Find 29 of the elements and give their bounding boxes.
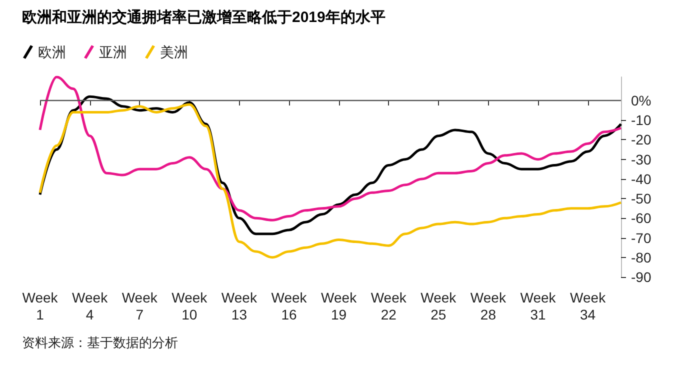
- y-tick-label: -90: [631, 269, 652, 285]
- x-tick-label: Week 4: [72, 290, 109, 322]
- y-tick-label: -70: [631, 230, 652, 246]
- y-tick-label: -60: [631, 210, 652, 226]
- x-tick-label: Week 10: [172, 290, 208, 322]
- text: 资料来源：基于数据的分析: [22, 334, 178, 352]
- y-tick-label: -30: [631, 151, 652, 168]
- legend-label: 美洲: [160, 44, 188, 60]
- x-tick-label: Week 22: [370, 290, 408, 322]
- x-tick-label: Week 28: [470, 290, 507, 322]
- line-series: [38, 76, 622, 222]
- x-tick-label: Week 16: [271, 290, 308, 322]
- x-tick-label: Week 25: [420, 290, 458, 322]
- legend-label: 欧洲: [38, 44, 66, 60]
- y-tick-label: -80: [631, 249, 652, 266]
- x-tick-label: Week 1: [22, 290, 59, 322]
- y-tick-label: -40: [631, 170, 652, 187]
- x-tick-label: Week 31: [520, 290, 557, 322]
- y-tick-label: -20: [631, 132, 652, 148]
- x-tick-label: Week 13: [221, 290, 258, 322]
- x-tick-label: Week 19: [321, 290, 358, 322]
- line-series: [38, 103, 622, 259]
- y-tick-label: 0%: [631, 92, 652, 109]
- legend-label: 亚洲: [99, 44, 127, 60]
- x-tick-label: Week 7: [122, 290, 158, 322]
- chart-title: 欧洲和亚洲的交通拥堵率已激增至略低于2019年的水平: [22, 8, 386, 27]
- y-tick-label: -50: [631, 190, 652, 207]
- y-tick-label: -10: [631, 112, 652, 128]
- x-tick-label: Week 34: [570, 290, 607, 322]
